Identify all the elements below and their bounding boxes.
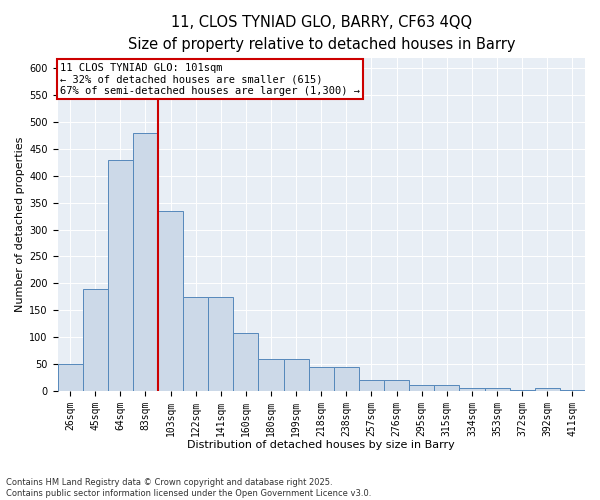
Bar xyxy=(108,160,133,391)
Bar xyxy=(284,358,308,391)
Bar xyxy=(434,386,460,391)
Title: 11, CLOS TYNIAD GLO, BARRY, CF63 4QQ
Size of property relative to detached house: 11, CLOS TYNIAD GLO, BARRY, CF63 4QQ Siz… xyxy=(128,15,515,52)
Bar xyxy=(334,367,359,391)
Bar xyxy=(233,333,259,391)
Bar xyxy=(535,388,560,391)
Text: Contains HM Land Registry data © Crown copyright and database right 2025.
Contai: Contains HM Land Registry data © Crown c… xyxy=(6,478,371,498)
Bar xyxy=(560,390,585,391)
Bar xyxy=(158,211,183,391)
Bar xyxy=(384,380,409,391)
Text: 11 CLOS TYNIAD GLO: 101sqm
← 32% of detached houses are smaller (615)
67% of sem: 11 CLOS TYNIAD GLO: 101sqm ← 32% of deta… xyxy=(60,62,360,96)
Bar xyxy=(460,388,485,391)
Bar xyxy=(485,388,509,391)
Bar xyxy=(58,364,83,391)
Bar xyxy=(133,133,158,391)
Bar xyxy=(208,297,233,391)
Bar xyxy=(308,367,334,391)
Bar xyxy=(359,380,384,391)
Bar xyxy=(83,288,108,391)
Y-axis label: Number of detached properties: Number of detached properties xyxy=(15,136,25,312)
Bar xyxy=(509,390,535,391)
Bar xyxy=(259,358,284,391)
Bar xyxy=(409,386,434,391)
X-axis label: Distribution of detached houses by size in Barry: Distribution of detached houses by size … xyxy=(187,440,455,450)
Bar xyxy=(183,297,208,391)
